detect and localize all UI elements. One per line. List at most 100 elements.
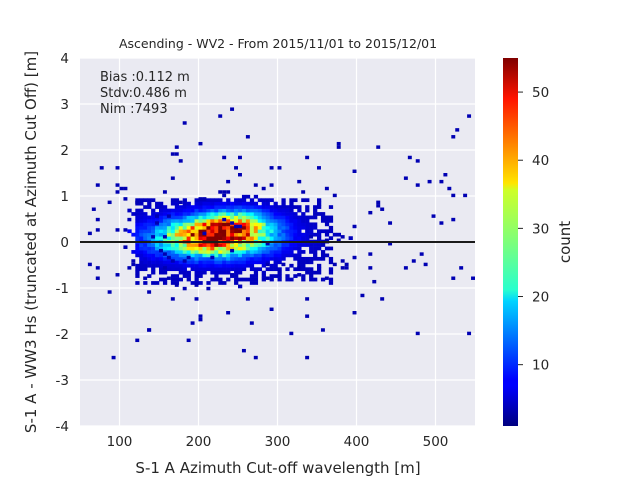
- heatmap-cell: [151, 246, 156, 251]
- heatmap-cell: [143, 222, 148, 227]
- heatmap-cell: [241, 256, 247, 261]
- heatmap-cell-outlier: [178, 159, 183, 163]
- heatmap-cell-outlier: [111, 355, 116, 360]
- x-tick-label: 100: [107, 434, 133, 450]
- heatmap-cell: [198, 225, 203, 230]
- heatmap-cell: [190, 222, 195, 227]
- heatmap-cell-outlier: [222, 217, 227, 222]
- heatmap-cell: [313, 215, 318, 220]
- heatmap-cell: [241, 232, 247, 237]
- heatmap-cell: [194, 198, 199, 203]
- heatmap-cell-outlier: [253, 183, 258, 187]
- heatmap-cell: [301, 274, 306, 278]
- heatmap-cell: [139, 246, 144, 251]
- heatmap-cell-outlier: [230, 107, 235, 111]
- heatmap-cell: [293, 212, 298, 216]
- heatmap-cell: [273, 260, 278, 265]
- heatmap-cell: [305, 205, 310, 209]
- heatmap-cell-outlier: [115, 190, 120, 194]
- heatmap-cell: [241, 201, 247, 206]
- heatmap-cell: [218, 201, 223, 206]
- heatmap-cell: [332, 232, 338, 237]
- heatmap-cells: [87, 107, 475, 360]
- heatmap-cell: [155, 219, 160, 223]
- heatmap-cell: [210, 277, 215, 282]
- heatmap-cell: [166, 208, 172, 213]
- heatmap-cell: [328, 260, 334, 265]
- heatmap-cell: [202, 215, 207, 220]
- heatmap-cell-outlier: [131, 259, 136, 263]
- heatmap-cell: [170, 212, 176, 216]
- heatmap-cell: [218, 263, 223, 268]
- heatmap-cell: [317, 232, 322, 237]
- heatmap-cell: [273, 212, 278, 216]
- heatmap-cell: [222, 208, 227, 213]
- heatmap-cell: [305, 232, 310, 237]
- heatmap-cell-outlier: [131, 262, 136, 267]
- heatmap-cell: [135, 236, 140, 240]
- heatmap-cell: [135, 212, 140, 216]
- heatmap-cell: [147, 253, 152, 258]
- heatmap-cell: [139, 232, 144, 237]
- heatmap-cell: [166, 263, 172, 268]
- heatmap-cell-outlier: [119, 186, 124, 191]
- heatmap-cell: [269, 198, 274, 203]
- heatmap-cell: [289, 222, 294, 227]
- heatmap-cell: [249, 222, 255, 227]
- heatmap-cell: [170, 246, 176, 251]
- heatmap-cell: [269, 250, 274, 254]
- heatmap-cell: [198, 263, 203, 268]
- heatmap-cell: [178, 253, 183, 258]
- heatmap-cell-outlier: [234, 224, 238, 229]
- heatmap-cell: [202, 243, 207, 247]
- heatmap-cell: [147, 201, 152, 206]
- heatmap-cell-outlier: [336, 141, 341, 146]
- heatmap-cell: [257, 222, 262, 227]
- heatmap-cell-outlier: [261, 186, 266, 191]
- heatmap-cell: [186, 215, 191, 220]
- heatmap-cell: [186, 250, 191, 254]
- heatmap-cell: [155, 256, 160, 261]
- heatmap-cell: [245, 208, 251, 213]
- heatmap-cell: [245, 201, 251, 206]
- heatmap-cell: [257, 229, 262, 234]
- heatmap-cell: [241, 250, 247, 254]
- heatmap-cell: [289, 225, 294, 230]
- heatmap-cell: [297, 222, 302, 227]
- heatmap-cell: [214, 267, 219, 272]
- y-tick-label: 4: [60, 51, 69, 67]
- heatmap-cell: [297, 260, 302, 265]
- heatmap-cell: [241, 253, 247, 258]
- heatmap-cell: [241, 246, 247, 251]
- heatmap-cell: [245, 215, 251, 220]
- heatmap-cell: [289, 201, 294, 206]
- heatmap-cell: [253, 267, 259, 272]
- heatmap-cell: [234, 277, 239, 282]
- heatmap-cell: [222, 250, 227, 254]
- heatmap-cell: [159, 236, 164, 240]
- heatmap-cell: [273, 243, 278, 247]
- heatmap-cell: [297, 246, 302, 251]
- heatmap-cell-outlier: [162, 190, 167, 194]
- heatmap-cell-outlier: [467, 114, 472, 118]
- heatmap-cell: [253, 229, 259, 234]
- heatmap-cell: [202, 253, 207, 258]
- heatmap-cell: [174, 225, 180, 230]
- heatmap-cell: [202, 219, 207, 223]
- heatmap-cell-outlier: [407, 155, 412, 160]
- heatmap-cell: [277, 267, 282, 272]
- heatmap-cell: [151, 219, 156, 223]
- heatmap-cell: [174, 260, 180, 265]
- y-tick-label: 3: [60, 97, 69, 113]
- heatmap-cell: [166, 225, 172, 230]
- heatmap-cell: [253, 250, 259, 254]
- heatmap-cell: [241, 194, 247, 199]
- heatmap-cell: [238, 260, 243, 265]
- heatmap-cell: [230, 215, 235, 220]
- heatmap-cell: [162, 222, 168, 227]
- heatmap-cell: [182, 267, 187, 272]
- heatmap-cell: [210, 208, 215, 213]
- heatmap-cell: [186, 229, 191, 234]
- heatmap-cell: [269, 215, 274, 220]
- heatmap-cell: [218, 246, 223, 251]
